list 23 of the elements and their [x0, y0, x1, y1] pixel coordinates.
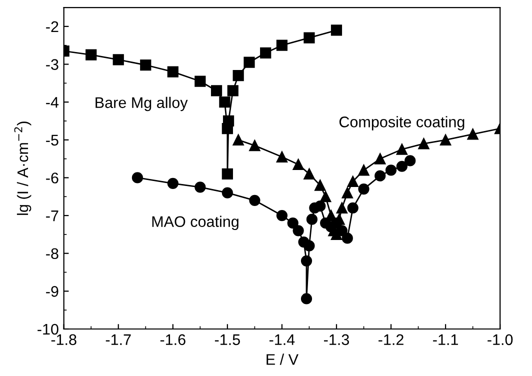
- y-tick-label: -7: [46, 210, 58, 222]
- y-tick-label: -4: [46, 97, 59, 108]
- y-tick-label: -3: [46, 59, 58, 70]
- y-tick-label: -9: [46, 286, 58, 297]
- x-tick-label: -1.5: [214, 334, 240, 346]
- x-tick-label: -1.3: [324, 334, 349, 346]
- y-tick-label: -8: [46, 248, 58, 260]
- series-label: Bare Mg alloy: [96, 96, 188, 112]
- y-axis-title: lg (I / A·cm$^{−2}$): [14, 122, 32, 215]
- y-tick-label: -5: [46, 134, 58, 146]
- x-tick-label: -1.0: [488, 334, 513, 346]
- y-tick-label: -2: [46, 21, 58, 32]
- x-axis-title: E / V: [266, 354, 298, 365]
- x-tick-label: -1.7: [106, 334, 131, 345]
- x-tick-label: -1.2: [378, 334, 404, 345]
- series-label: MAO coating: [152, 216, 238, 230]
- x-tick-label: -1.4: [269, 334, 295, 345]
- series-label: Composite coating: [339, 116, 464, 130]
- x-tick-label: -1.1: [433, 334, 458, 345]
- x-tick-label: -1.8: [51, 334, 76, 346]
- y-tick-label: -6: [46, 172, 58, 184]
- y-tick-label: -10: [38, 324, 58, 335]
- x-tick-label: -1.6: [160, 334, 186, 346]
